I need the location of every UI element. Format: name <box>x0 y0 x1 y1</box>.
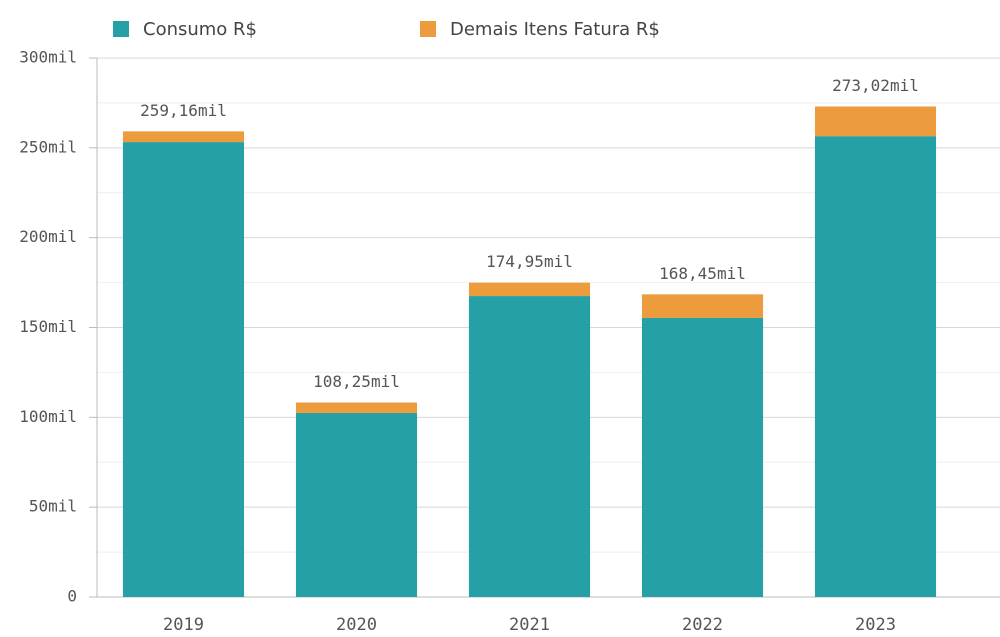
legend-swatch <box>420 21 436 37</box>
bar-segment <box>468 282 591 297</box>
y-tick-label: 250mil <box>19 137 77 156</box>
total-label: 168,45mil <box>659 264 746 283</box>
bar-segment <box>814 136 937 597</box>
legend-label: Consumo R$ <box>143 19 257 40</box>
x-tick-label: 2023 <box>855 615 896 635</box>
x-tick-label: 2020 <box>336 615 377 635</box>
bar-segment <box>122 142 245 598</box>
y-tick-label: 150mil <box>19 317 77 336</box>
legend-swatch <box>113 21 129 37</box>
y-tick-label: 200mil <box>19 227 77 246</box>
legend-label: Demais Itens Fatura R$ <box>450 19 660 40</box>
bar-segment <box>641 294 764 318</box>
bar-segment <box>468 296 591 597</box>
x-tick-label: 2021 <box>509 615 550 635</box>
y-tick-label: 0 <box>67 587 77 606</box>
x-tick-label: 2022 <box>682 615 723 635</box>
bar-segment <box>122 131 245 143</box>
bar-segment <box>641 317 764 597</box>
bar-segment <box>295 413 418 597</box>
total-label: 108,25mil <box>313 372 400 391</box>
bar-segment <box>814 106 937 137</box>
total-label: 259,16mil <box>140 101 227 120</box>
total-label: 174,95mil <box>486 252 573 271</box>
total-label: 273,02mil <box>832 76 919 95</box>
y-tick-label: 300mil <box>19 48 77 67</box>
x-tick-label: 2019 <box>163 615 204 635</box>
y-tick-label: 50mil <box>29 497 77 516</box>
bar-segment <box>295 402 418 414</box>
y-tick-label: 100mil <box>19 407 77 426</box>
